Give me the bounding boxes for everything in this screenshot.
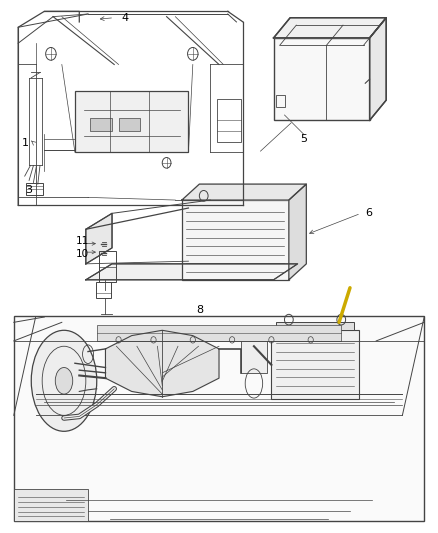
Text: 5: 5 [300, 134, 307, 144]
Bar [26, 183, 42, 195]
Text: 11: 11 [76, 236, 89, 246]
Text: 8: 8 [196, 305, 203, 315]
Bar [75, 91, 188, 152]
Ellipse shape [31, 330, 97, 431]
Bar [97, 325, 341, 341]
Polygon shape [182, 184, 306, 200]
Polygon shape [289, 184, 306, 280]
Bar [276, 95, 286, 107]
Bar [96, 282, 111, 298]
Bar [241, 336, 267, 373]
Bar [90, 118, 112, 131]
Bar [276, 322, 354, 330]
Bar [119, 118, 141, 131]
Ellipse shape [55, 368, 73, 394]
Polygon shape [370, 18, 386, 120]
Bar [217, 99, 241, 142]
Text: 4: 4 [122, 13, 129, 23]
Bar [182, 200, 289, 280]
Text: 3: 3 [25, 185, 32, 195]
Text: 6: 6 [365, 208, 372, 219]
Polygon shape [274, 18, 386, 38]
Polygon shape [106, 330, 219, 397]
Bar [274, 38, 370, 120]
Text: 1: 1 [22, 138, 29, 148]
Polygon shape [86, 213, 112, 264]
Bar [14, 489, 88, 521]
Bar [99, 251, 117, 282]
Bar [272, 330, 359, 399]
Text: 10: 10 [76, 249, 89, 259]
Polygon shape [86, 264, 297, 280]
Bar [14, 316, 424, 521]
